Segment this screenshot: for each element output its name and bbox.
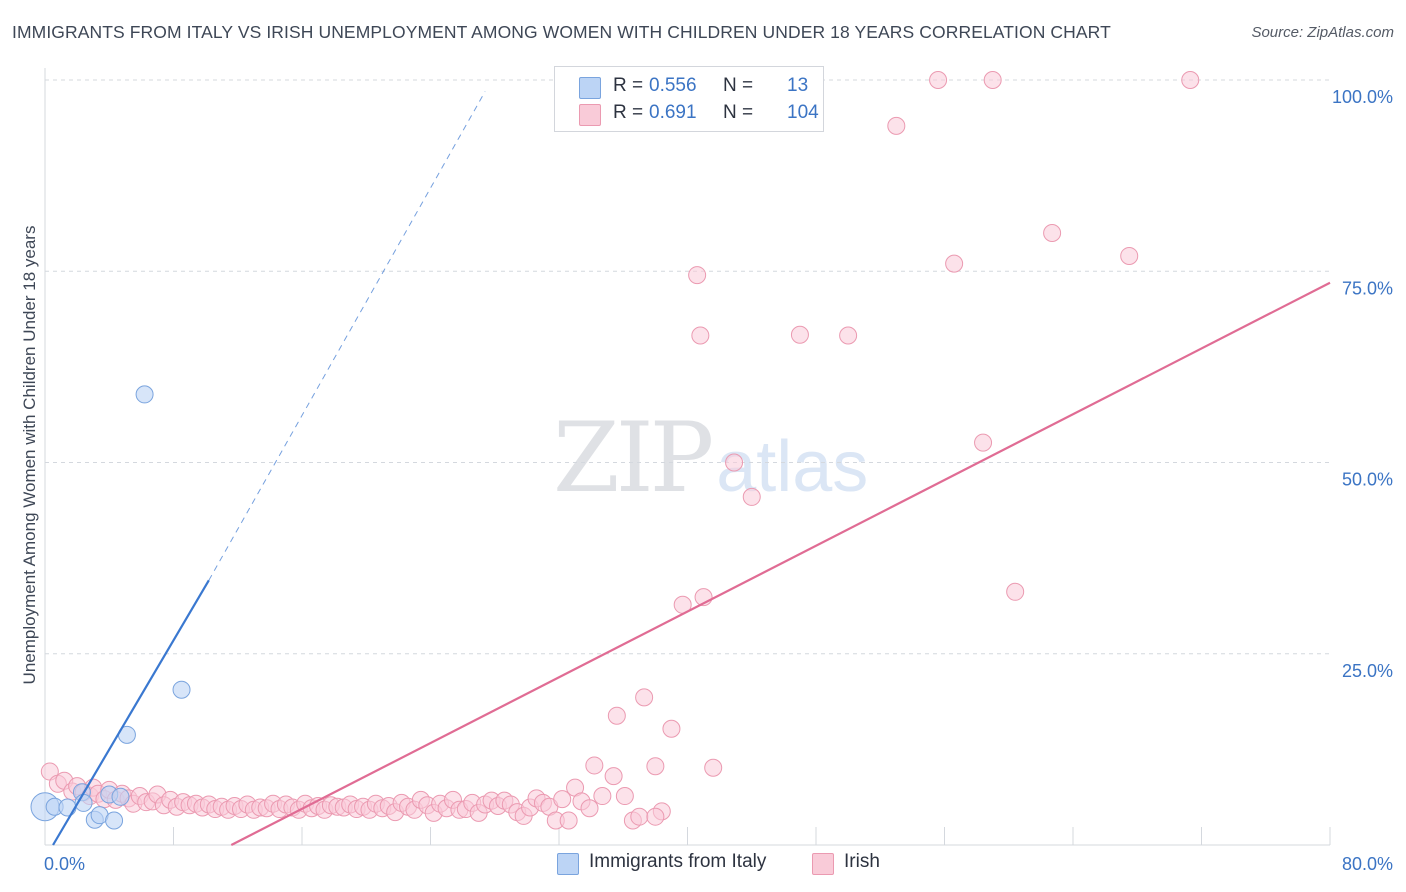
irish-point bbox=[635, 688, 654, 707]
legend-r-value: 0.556 bbox=[649, 75, 697, 96]
legend-r-label: R = bbox=[613, 75, 644, 96]
grid-layer bbox=[45, 79, 1330, 655]
irish-point bbox=[607, 706, 626, 725]
irish-point bbox=[688, 266, 707, 285]
legend-n-label: N = bbox=[723, 75, 754, 96]
irish-point bbox=[593, 787, 612, 806]
bottom-legend-label-irish: Irish bbox=[844, 851, 880, 872]
irish-point bbox=[646, 807, 665, 826]
correlation-legend: R = 0.556 N = 13 R = 0.691 N = 104 bbox=[554, 66, 824, 132]
irish-point bbox=[585, 756, 604, 775]
watermark-zip: ZIP bbox=[553, 402, 714, 514]
irish-point bbox=[974, 433, 993, 452]
irish-point bbox=[604, 767, 623, 786]
y-axis-label: Unemployment Among Women with Children U… bbox=[20, 225, 39, 685]
irish-trend-line bbox=[230, 281, 1331, 846]
legend-n-value: 13 bbox=[787, 75, 809, 96]
italy-points bbox=[30, 385, 191, 830]
italy-point bbox=[105, 811, 124, 830]
irish-point bbox=[646, 757, 665, 776]
trend-layer bbox=[52, 91, 1331, 846]
irish-point bbox=[559, 811, 578, 830]
x-tick-label: 0.0% bbox=[44, 854, 85, 874]
italy-trend-extension bbox=[208, 91, 486, 581]
irish-point bbox=[615, 787, 634, 806]
bottom-legend-label-italy: Immigrants from Italy bbox=[589, 851, 767, 872]
irish-point bbox=[790, 325, 809, 344]
legend-n-value: 104 bbox=[787, 102, 819, 123]
irish-point bbox=[662, 719, 681, 738]
y-tick-label: 25.0% bbox=[1342, 661, 1393, 681]
irish-point bbox=[945, 254, 964, 273]
irish-point bbox=[887, 116, 906, 135]
irish-point bbox=[1043, 224, 1062, 242]
italy-point bbox=[111, 787, 130, 806]
irish-point bbox=[704, 758, 723, 777]
watermark: ZIPatlas bbox=[553, 402, 868, 514]
legend-swatch-italy bbox=[579, 77, 601, 99]
bottom-legend-swatch-irish bbox=[812, 853, 834, 875]
italy-point bbox=[135, 385, 154, 404]
label-layer: 100.0% 75.0% 50.0% 25.0% 0.0% 80.0% bbox=[44, 87, 1393, 874]
irish-point bbox=[553, 790, 572, 809]
irish-point bbox=[725, 453, 744, 472]
irish-point bbox=[929, 71, 948, 89]
chart-title: IMMIGRANTS FROM ITALY VS IRISH UNEMPLOYM… bbox=[12, 22, 1111, 42]
y-tick-label: 100.0% bbox=[1332, 87, 1393, 107]
italy-trend-line bbox=[52, 579, 210, 846]
irish-point bbox=[1120, 246, 1139, 265]
irish-point bbox=[580, 799, 599, 818]
irish-point bbox=[983, 71, 1002, 89]
irish-point bbox=[1006, 582, 1025, 601]
irish-point bbox=[839, 326, 858, 345]
irish-point bbox=[742, 487, 761, 506]
bottom-legend-swatch-italy bbox=[557, 853, 579, 875]
italy-point bbox=[58, 798, 77, 817]
legend-swatch-irish bbox=[579, 104, 601, 126]
legend-n-label: N = bbox=[723, 102, 754, 123]
legend-r-label: R = bbox=[613, 102, 644, 123]
irish-point bbox=[1181, 71, 1200, 89]
italy-point bbox=[172, 680, 191, 699]
y-tick-label: 75.0% bbox=[1342, 278, 1393, 298]
source-credit: Source: ZipAtlas.com bbox=[1251, 24, 1394, 41]
axis-layer bbox=[44, 68, 1331, 846]
irish-points bbox=[40, 71, 1200, 830]
irish-point bbox=[691, 326, 710, 345]
x-tick-label: 80.0% bbox=[1342, 854, 1393, 874]
y-tick-label: 50.0% bbox=[1342, 470, 1393, 490]
irish-point bbox=[630, 807, 649, 826]
legend-r-value: 0.691 bbox=[649, 102, 697, 123]
